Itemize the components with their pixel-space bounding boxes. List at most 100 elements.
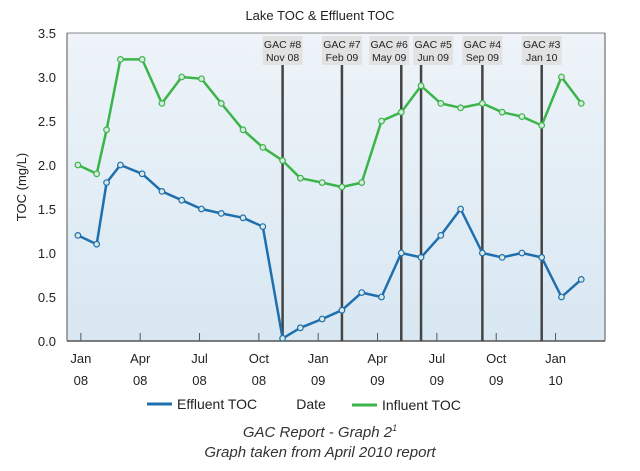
y-tick-label: 2.0	[38, 158, 56, 173]
data-point-effluent-toc	[178, 196, 186, 204]
caption-line-1: GAC Report - Graph 21	[243, 423, 397, 441]
x-tick-label: Jan	[308, 351, 329, 366]
caption-line-2: Graph taken from April 2010 report	[204, 444, 436, 461]
data-point-influent-toc	[397, 108, 405, 116]
x-tick-label: Apr	[130, 351, 151, 366]
data-point-influent-toc	[378, 117, 385, 125]
data-point-influent-toc	[138, 56, 146, 63]
chart-title: Lake TOC & Effluent TOC	[245, 8, 394, 23]
data-point-effluent-toc	[259, 223, 267, 231]
y-tick-label: 3.5	[38, 26, 56, 41]
data-point-effluent-toc	[296, 324, 304, 332]
y-axis-label: TOC (mg/L)	[14, 153, 29, 221]
data-point-influent-toc	[239, 126, 247, 134]
y-tick-label: 2.5	[38, 114, 56, 129]
gac-label: GAC #3	[523, 39, 561, 51]
gac-date: Nov 08	[266, 52, 299, 64]
data-point-effluent-toc	[478, 249, 486, 257]
y-tick-label: 0.0	[38, 334, 56, 349]
data-point-effluent-toc	[74, 231, 82, 239]
data-point-effluent-toc	[117, 161, 124, 169]
x-tick-label: Jan	[70, 351, 91, 366]
data-point-influent-toc	[417, 82, 425, 90]
data-point-influent-toc	[158, 99, 166, 107]
data-point-effluent-toc	[397, 249, 405, 257]
data-point-influent-toc	[259, 143, 267, 151]
data-point-influent-toc	[558, 73, 565, 81]
x-tick-label: 09	[430, 373, 444, 388]
gac-date: May 09	[372, 52, 407, 64]
data-point-influent-toc	[577, 99, 585, 107]
data-point-influent-toc	[117, 56, 124, 63]
y-tick-label: 1.0	[38, 246, 56, 261]
data-point-influent-toc	[296, 174, 304, 182]
gac-label: GAC #5	[414, 39, 452, 51]
x-tick-label: 09	[370, 373, 384, 388]
y-tick-label: 3.0	[38, 70, 56, 85]
x-tick-label: Jan	[545, 351, 566, 366]
data-point-influent-toc	[518, 113, 526, 120]
data-point-effluent-toc	[437, 231, 445, 239]
data-point-influent-toc	[93, 170, 101, 178]
data-point-effluent-toc	[498, 253, 506, 261]
data-point-effluent-toc	[457, 205, 465, 213]
data-point-effluent-toc	[158, 187, 166, 195]
data-point-influent-toc	[103, 126, 110, 134]
data-point-effluent-toc	[358, 289, 366, 297]
x-tick-label: 10	[548, 373, 562, 388]
x-tick-label: Jul	[429, 351, 446, 366]
data-point-effluent-toc	[338, 306, 346, 314]
data-point-effluent-toc	[318, 315, 326, 323]
x-tick-label: 08	[192, 373, 206, 388]
gac-date: Feb 09	[326, 52, 359, 64]
data-point-influent-toc	[338, 183, 346, 191]
data-point-effluent-toc	[93, 240, 101, 248]
data-point-influent-toc	[457, 104, 465, 112]
gac-label-box	[521, 36, 562, 65]
data-point-influent-toc	[74, 161, 82, 169]
x-tick-label: 08	[74, 373, 88, 388]
plot-area	[67, 33, 605, 341]
gac-label-box	[321, 36, 362, 65]
data-point-influent-toc	[437, 99, 445, 107]
data-point-effluent-toc	[577, 276, 585, 283]
x-tick-label: 08	[133, 373, 147, 388]
y-tick-label: 0.5	[38, 290, 56, 305]
data-point-influent-toc	[538, 121, 546, 129]
data-point-influent-toc	[217, 99, 225, 107]
data-point-effluent-toc	[417, 253, 425, 261]
data-point-influent-toc	[279, 157, 286, 165]
x-tick-label: Jul	[191, 351, 208, 366]
gac-date: Jan 10	[526, 52, 558, 64]
data-point-effluent-toc	[239, 214, 247, 222]
legend: Effluent TOC Date Influent TOC	[147, 396, 461, 413]
data-point-effluent-toc	[378, 293, 385, 301]
gac-label: GAC #8	[264, 39, 302, 51]
x-tick-label: 09	[489, 373, 503, 388]
gac-label-box	[262, 36, 303, 65]
legend-label-effluent: Effluent TOC	[177, 396, 257, 412]
data-point-influent-toc	[178, 73, 186, 81]
data-point-effluent-toc	[558, 293, 565, 301]
gac-label-box	[462, 36, 503, 65]
gac-label: GAC #4	[464, 39, 502, 51]
x-axis-label: Date	[296, 396, 326, 412]
gac-label: GAC #6	[370, 39, 408, 51]
x-tick-label: 09	[311, 373, 325, 388]
x-tick-label: Oct	[249, 351, 270, 366]
x-tick-label: 08	[252, 373, 266, 388]
data-point-influent-toc	[498, 108, 506, 116]
gac-date: Jun 09	[417, 52, 449, 64]
gac-date: Sep 09	[466, 52, 499, 64]
data-point-effluent-toc	[138, 170, 146, 178]
data-point-effluent-toc	[518, 249, 526, 257]
y-tick-label: 1.5	[38, 202, 56, 217]
data-point-influent-toc	[318, 179, 326, 187]
data-point-effluent-toc	[103, 179, 110, 187]
data-point-effluent-toc	[279, 334, 286, 342]
data-point-effluent-toc	[198, 205, 205, 213]
data-point-influent-toc	[478, 99, 486, 107]
gac-label-box	[369, 36, 410, 65]
x-tick-label: Apr	[367, 351, 388, 366]
